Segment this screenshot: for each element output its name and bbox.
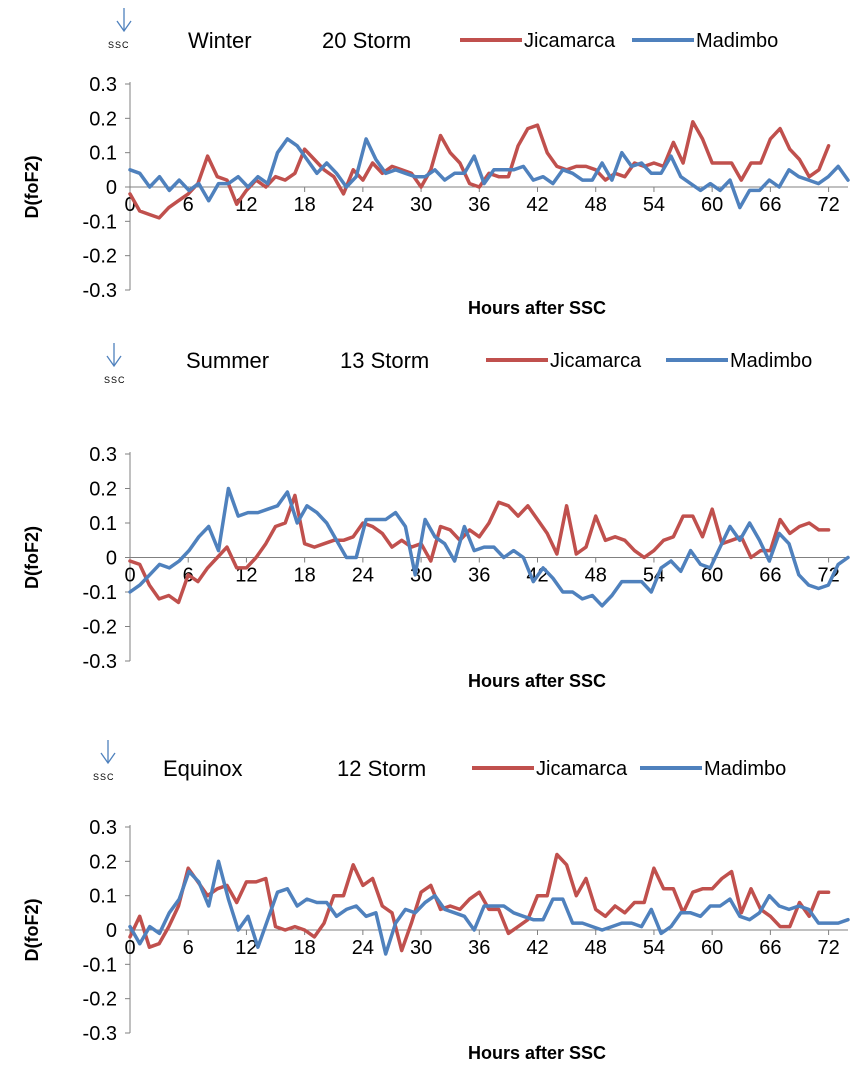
x-tick-label: 30 — [410, 194, 432, 216]
series-line-jicamarca — [128, 120, 831, 220]
x-axis-title: Hours after SSC — [468, 298, 606, 318]
legend-label: Jicamarca — [550, 350, 642, 372]
ssc-arrow-head — [116, 20, 132, 33]
season-label: Equinox — [163, 756, 243, 781]
y-tick-label: -0.3 — [83, 651, 117, 673]
x-tick-label: 66 — [759, 565, 781, 587]
legend-label: Madimbo — [704, 758, 786, 780]
x-tick-label: 54 — [643, 937, 665, 959]
x-tick-label: 0 — [124, 937, 135, 959]
legend-label: Jicamarca — [536, 758, 628, 780]
y-axis-title: D(foF2) — [22, 899, 42, 962]
x-tick-label: 54 — [643, 194, 665, 216]
x-tick-label: 30 — [410, 937, 432, 959]
y-tick-label: 0 — [106, 920, 117, 942]
y-tick-label: 0 — [106, 177, 117, 199]
x-tick-label: 18 — [294, 937, 316, 959]
x-tick-label: 6 — [183, 937, 194, 959]
ssc-label: SSC — [108, 36, 130, 51]
y-tick-label: -0.3 — [83, 1023, 117, 1045]
x-tick-label: 72 — [817, 194, 839, 216]
series-line-jicamarca — [128, 493, 831, 605]
x-tick-label: 42 — [526, 194, 548, 216]
x-tick-label: 6 — [183, 194, 194, 216]
x-tick-label: 24 — [352, 194, 374, 216]
x-tick-label: 0 — [124, 565, 135, 587]
x-tick-label: 24 — [352, 937, 374, 959]
x-axis-title: Hours after SSC — [468, 671, 606, 691]
x-tick-label: 24 — [352, 565, 374, 587]
x-tick-label: 36 — [468, 565, 490, 587]
y-tick-label: 0.2 — [89, 479, 117, 501]
ssc-label: SSC — [104, 371, 126, 386]
storm-count-label: 12 Storm — [337, 756, 426, 781]
x-tick-label: 36 — [468, 937, 490, 959]
x-tick-label: 60 — [701, 194, 723, 216]
y-axis-title: D(foF2) — [22, 526, 42, 589]
y-tick-label: 0.3 — [89, 444, 117, 466]
x-tick-label: 48 — [585, 937, 607, 959]
y-tick-label: 0.3 — [89, 74, 117, 96]
x-tick-label: 12 — [235, 937, 257, 959]
x-tick-label: 66 — [759, 194, 781, 216]
legend-label: Jicamarca — [524, 30, 616, 52]
y-tick-label: -0.3 — [83, 280, 117, 302]
y-tick-label: 0.2 — [89, 108, 117, 130]
y-tick-label: -0.1 — [83, 582, 117, 604]
y-tick-label: -0.2 — [83, 617, 117, 639]
ssc-arrow-head — [100, 752, 116, 765]
season-label: Winter — [188, 28, 252, 53]
x-axis-title: Hours after SSC — [468, 1043, 606, 1063]
x-tick-label: 48 — [585, 565, 607, 587]
x-tick-label: 12 — [235, 565, 257, 587]
x-tick-label: 18 — [294, 565, 316, 587]
x-tick-label: 48 — [585, 194, 607, 216]
legend-label: Madimbo — [730, 350, 812, 372]
y-tick-label: 0.3 — [89, 817, 117, 839]
x-tick-label: 66 — [759, 937, 781, 959]
y-tick-label: -0.1 — [83, 954, 117, 976]
y-tick-label: 0 — [106, 548, 117, 570]
x-tick-label: 42 — [526, 937, 548, 959]
y-tick-label: 0.1 — [89, 143, 117, 165]
y-axis-title: D(foF2) — [22, 156, 42, 219]
x-tick-label: 60 — [701, 565, 723, 587]
ssc-label: SSC — [93, 768, 115, 783]
series-line-jicamarca — [128, 852, 831, 953]
legend-label: Madimbo — [696, 30, 778, 52]
series-line-madimbo — [128, 859, 850, 956]
y-tick-label: 0.1 — [89, 886, 117, 908]
x-tick-label: 36 — [468, 194, 490, 216]
season-label: Summer — [186, 348, 269, 373]
series-line-madimbo — [128, 486, 850, 608]
y-tick-label: 0.2 — [89, 851, 117, 873]
x-tick-label: 60 — [701, 937, 723, 959]
x-tick-label: 18 — [294, 194, 316, 216]
y-tick-label: -0.2 — [83, 246, 117, 268]
y-tick-label: -0.1 — [83, 211, 117, 233]
y-tick-label: -0.2 — [83, 989, 117, 1011]
x-tick-label: 72 — [817, 937, 839, 959]
storm-count-label: 20 Storm — [322, 28, 411, 53]
y-tick-label: 0.1 — [89, 513, 117, 535]
storm-count-label: 13 Storm — [340, 348, 429, 373]
x-tick-label: 0 — [124, 194, 135, 216]
series-line-madimbo — [128, 137, 850, 210]
x-tick-label: 12 — [235, 194, 257, 216]
ssc-arrow-head — [106, 355, 122, 368]
